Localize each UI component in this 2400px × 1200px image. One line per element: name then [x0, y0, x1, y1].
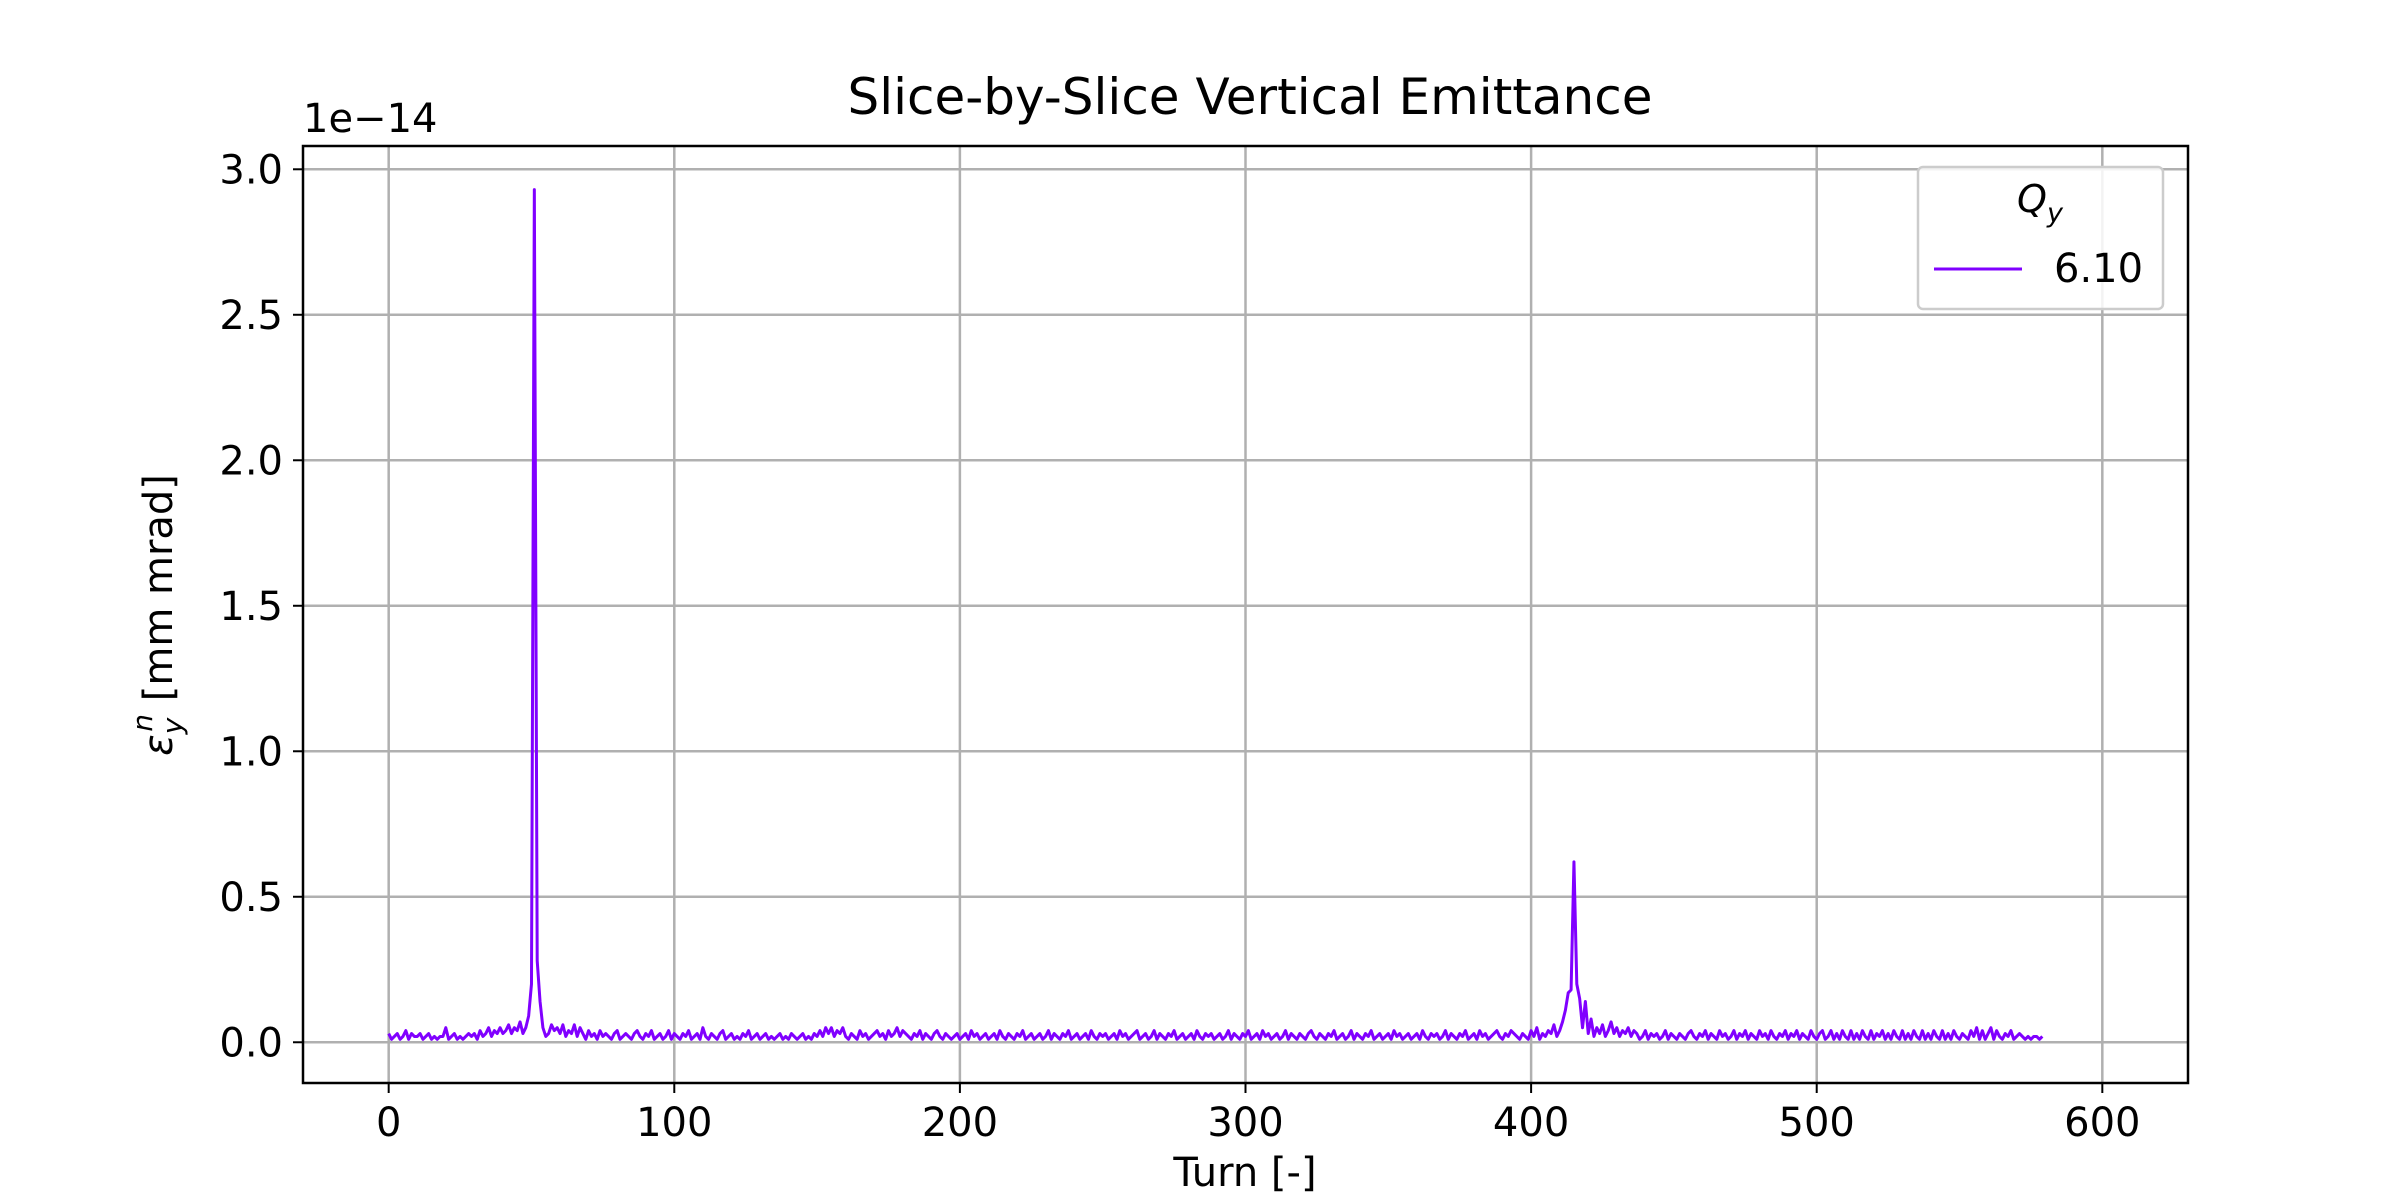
x-tick-label: 100	[636, 1100, 712, 1146]
x-tick-label: 500	[1779, 1100, 1855, 1146]
y-axis: 0.0 0.5 1.0 1.5 2.0 2.5 3.0	[219, 147, 303, 1066]
y-axis-label-subscript: y	[156, 717, 189, 735]
x-tick-label: 0	[376, 1100, 401, 1146]
grid	[303, 146, 2188, 1083]
axis-offset-text: 1e−14	[303, 96, 437, 142]
x-tick-label: 400	[1493, 1100, 1569, 1146]
series-line-6-10	[387, 188, 2044, 1041]
x-axis-label: Turn [-]	[1172, 1150, 1316, 1196]
y-tick-label: 2.0	[219, 438, 283, 484]
legend: Qy 6.10	[1916, 165, 2165, 311]
legend-title-main: Q	[2017, 177, 2047, 221]
line-series	[387, 188, 2044, 1041]
y-tick-label: 1.5	[219, 584, 283, 630]
chart-title: Slice-by-Slice Vertical Emittance	[847, 68, 1652, 126]
x-tick-label: 300	[1207, 1100, 1283, 1146]
y-tick-label: 0.5	[219, 875, 283, 921]
y-axis-label: εyn [mm mrad]	[126, 474, 189, 756]
x-tick-label: 600	[2064, 1100, 2140, 1146]
y-axis-label-superscript: n	[126, 714, 159, 732]
legend-title-subscript: y	[2046, 198, 2064, 229]
legend-box	[1916, 165, 2165, 311]
y-tick-label: 0.0	[219, 1020, 283, 1066]
legend-entry-label: 6.10	[2054, 246, 2143, 292]
y-tick-label: 1.0	[219, 729, 283, 775]
y-tick-label: 2.5	[219, 293, 283, 339]
legend-title: Qy	[2017, 177, 2064, 229]
y-tick-label: 3.0	[219, 147, 283, 193]
x-axis: 0 100 200 300 400 500 600	[376, 1083, 2140, 1146]
x-tick-label: 200	[922, 1100, 998, 1146]
y-axis-label-unit: [mm mrad]	[136, 474, 182, 714]
y-axis-label-symbol: ε	[136, 734, 182, 756]
